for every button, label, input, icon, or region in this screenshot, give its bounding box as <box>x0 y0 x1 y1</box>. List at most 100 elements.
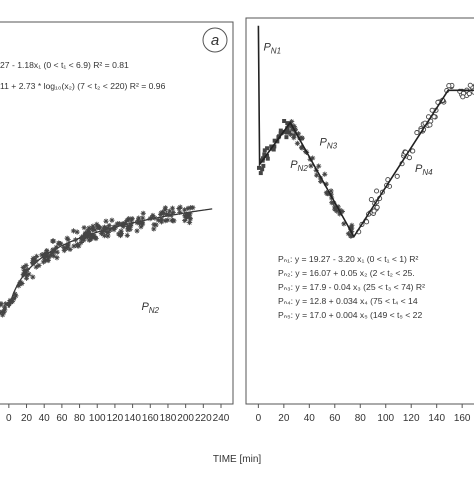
panel-b-point-circle <box>411 149 415 153</box>
panel-a-x-tick-label: 100 <box>89 413 106 424</box>
panel-b-point-circle <box>447 84 451 88</box>
panel-b-eq-2: Pₙ₂: y = 16.07 + 0.05 x₂ (2 < t₂ < 25. <box>278 268 415 278</box>
panel-a-point <box>118 233 123 238</box>
panel-a-x-tick-label: 80 <box>74 413 86 424</box>
panel-a-point <box>102 226 107 231</box>
panel-a-point <box>125 233 130 238</box>
panel-a-point <box>140 222 145 227</box>
panel-b-x-tick-label: 100 <box>377 413 394 424</box>
panel-b-x-tick-label: 20 <box>278 413 290 424</box>
panel-a-point <box>136 218 141 223</box>
panel-b-phase-label: PN4 <box>415 163 433 177</box>
panel-a-x-tick-label: 240 <box>213 413 230 424</box>
panel-b-point-square <box>261 164 265 168</box>
panel-b-point-star <box>322 172 327 177</box>
panel-a-eq-2: 11 + 2.73 * log₁₀(x₂) (7 < t₂ < 220) R² … <box>0 81 166 91</box>
panel-a-x-tick-label: 220 <box>195 413 212 424</box>
panel-b-x-tick-label: 160 <box>454 413 471 424</box>
panel-a-point <box>109 218 114 223</box>
panel-b-eq-1: Pₙ₁: y = 19.27 - 3.20 x₁ (0 < t₁ < 1) R² <box>278 254 419 264</box>
panel-a-label: a <box>211 32 219 49</box>
panel-b-equations: Pₙ₁: y = 19.27 - 3.20 x₁ (0 < t₁ < 1) R²… <box>278 254 425 320</box>
panel-b-point-star <box>346 231 351 236</box>
panel-a-point <box>73 237 78 242</box>
panel-b-point-circle <box>428 123 432 127</box>
panel-a-x-tick-label: 0 <box>6 413 12 424</box>
panel-b-point-circle <box>369 197 373 201</box>
panel-b-point-circle <box>467 92 471 96</box>
panel-b-point-circle <box>468 83 472 87</box>
panel-b-phase-label: PN2 <box>290 159 308 173</box>
panel-b-x-tick-label: 80 <box>355 413 367 424</box>
panel-a-point <box>187 214 192 219</box>
panel-a-point <box>169 213 174 218</box>
panel-b-point-star <box>295 141 300 146</box>
panel-a-x-tick-label: 200 <box>177 413 194 424</box>
panel-a: a 27 - 1.18x₁ (0 < t₁ < 6.9) R² = 0.81 1… <box>0 22 233 424</box>
panel-b-point-star <box>316 164 321 169</box>
panel-a-point <box>182 213 187 218</box>
panel-a-point <box>87 231 92 236</box>
panel-a-point <box>190 205 195 210</box>
panel-a-eq-1: 27 - 1.18x₁ (0 < t₁ < 6.9) R² = 0.81 <box>0 60 129 70</box>
panel-a-x-tick-label: 40 <box>39 413 51 424</box>
panel-a-point <box>182 207 187 212</box>
panel-a-point <box>103 219 108 224</box>
panel-a-point <box>71 228 76 233</box>
panel-b-x-tick-label: 140 <box>428 413 445 424</box>
panel-b-point-star <box>332 207 337 212</box>
panel-b-point-circle <box>374 189 378 193</box>
x-axis-title: TIME [min] <box>213 454 262 465</box>
panel-a-point <box>25 267 30 272</box>
panel-b-point-circle <box>415 131 419 135</box>
panel-a-point <box>75 229 80 234</box>
panel-b-frame <box>246 18 474 404</box>
panel-b-point-square <box>284 135 288 139</box>
panel-a-point <box>163 205 168 210</box>
panel-b-x-tick-label: 120 <box>403 413 420 424</box>
panel-a-point <box>163 218 168 223</box>
panel-a-point <box>31 256 36 261</box>
panel-a-point <box>51 238 56 243</box>
panel-b-point-circle <box>372 209 376 213</box>
panel-a-point <box>11 295 16 300</box>
panel-a-point <box>140 215 145 220</box>
panel-b-eq-4: Pₙ₄: y = 12.8 + 0.034 x₄ (75 < t₄ < 14 <box>278 296 418 306</box>
panel-a-point <box>67 247 72 252</box>
panel-a-point <box>30 274 35 279</box>
panel-a-point <box>151 222 156 227</box>
panel-b-phase-label: PN3 <box>320 136 338 150</box>
panel-a-point <box>50 247 55 252</box>
panel-b-point-square <box>263 148 267 152</box>
panel-a-point <box>134 228 139 233</box>
panel-b-eq-5: Pₙ₅: y = 17.0 + 0.004 x₅ (149 < t₅ < 22 <box>278 310 422 320</box>
panel-b-point-circle <box>375 205 379 209</box>
panel-a-point <box>130 216 135 221</box>
panel-a-x-tick-label: 120 <box>107 413 124 424</box>
panel-b-point-circle <box>407 156 411 160</box>
panel-a-point <box>16 283 21 288</box>
panel-a-point <box>36 263 41 268</box>
panel-a-phase-label: PN2 <box>141 301 159 315</box>
panel-b-point-circle <box>461 95 465 99</box>
panel-b-point-star <box>349 223 354 228</box>
panel-a-point <box>148 216 153 221</box>
panel-b-x-tick-label: 40 <box>304 413 316 424</box>
panel-a-point <box>176 206 181 211</box>
panel-a-point <box>65 237 70 242</box>
panel-a-x-tick-label: 140 <box>124 413 141 424</box>
panel-b-point-square <box>259 171 263 175</box>
panel-b-point-square <box>260 167 264 171</box>
panel-a-x-tick-label: 20 <box>21 413 33 424</box>
panel-b-eq-3: Pₙ₃: y = 17.9 - 0.04 x₃ (25 < t₃ < 74) R… <box>278 282 425 292</box>
panel-a-x-tick-label: 60 <box>56 413 68 424</box>
panel-b-x-tick-label: 60 <box>329 413 341 424</box>
panel-a-point <box>24 273 29 278</box>
panel-b-x-tick-label: 0 <box>256 413 262 424</box>
panel-a-point <box>81 238 86 243</box>
panel-a-x-tick-label: 160 <box>142 413 159 424</box>
panel-b-phase-label: PN1 <box>263 41 281 55</box>
panel-b: 0 20 40 60 80 100 120 140 160 PN1 PN2 PN3 PN4 Pₙ₁: y… <box>246 18 474 424</box>
